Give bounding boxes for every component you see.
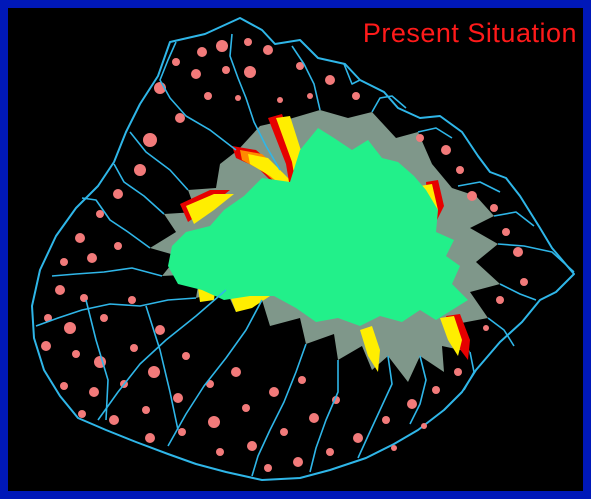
- core-forest-zone: [168, 128, 468, 326]
- patches: [41, 38, 528, 472]
- rivers: [35, 33, 575, 477]
- map-title: Present Situation: [362, 18, 577, 48]
